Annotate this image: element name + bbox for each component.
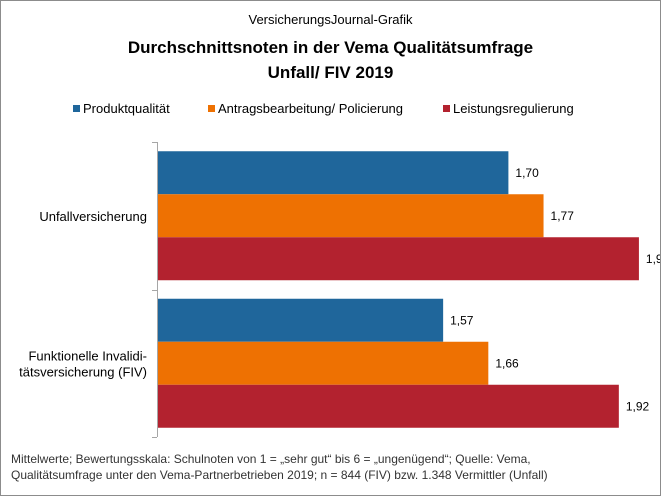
legend-item: Antragsbearbeitung/ Policierung [208, 101, 403, 116]
data-label: 1,77 [551, 209, 575, 223]
data-label: 1,70 [515, 166, 539, 180]
bar [158, 341, 489, 385]
data-label: 1,92 [626, 399, 650, 413]
legend-swatch [443, 105, 450, 112]
bar [158, 194, 544, 238]
bar [158, 151, 509, 195]
bar [158, 237, 639, 281]
footnote-line-1: Mittelwerte; Bewertungsskala: Schulnoten… [11, 452, 531, 466]
bar [158, 298, 444, 342]
data-label: 1,66 [495, 356, 519, 370]
legend-swatch [73, 105, 80, 112]
category-label: Funktionelle Invalidi-tätsversicherung (… [19, 348, 147, 379]
chart-subtitle: Unfall/ FIV 2019 [267, 63, 394, 82]
legend-swatch [208, 105, 215, 112]
legend-label: Produktqualität [83, 101, 170, 116]
data-label: 1,96 [646, 252, 660, 266]
legend-label: Antragsbearbeitung/ Policierung [218, 101, 404, 116]
category-label-line: Funktionelle Invalidi- [28, 348, 147, 363]
chart-title: Durchschnittsnoten in der Vema Qualitäts… [127, 38, 534, 57]
chart-footnote: Mittelwerte; Bewertungsskala: Schulnoten… [11, 451, 651, 483]
category-label-line: Unfallversicherung [39, 209, 147, 224]
legend-item: Leistungsregulierung [443, 101, 574, 116]
legend-item: Produktqualität [73, 101, 170, 116]
bar [158, 384, 619, 428]
chart-source: VersicherungsJournal-Grafik [248, 12, 413, 27]
category-label-line: tätsversicherung (FIV) [19, 364, 147, 379]
data-label: 1,57 [450, 313, 474, 327]
footnote-line-2: Qualitätsumfrage unter den Vema-Partnerb… [11, 468, 548, 482]
legend-label: Leistungsregulierung [453, 101, 574, 116]
category-label: Unfallversicherung [39, 209, 147, 224]
